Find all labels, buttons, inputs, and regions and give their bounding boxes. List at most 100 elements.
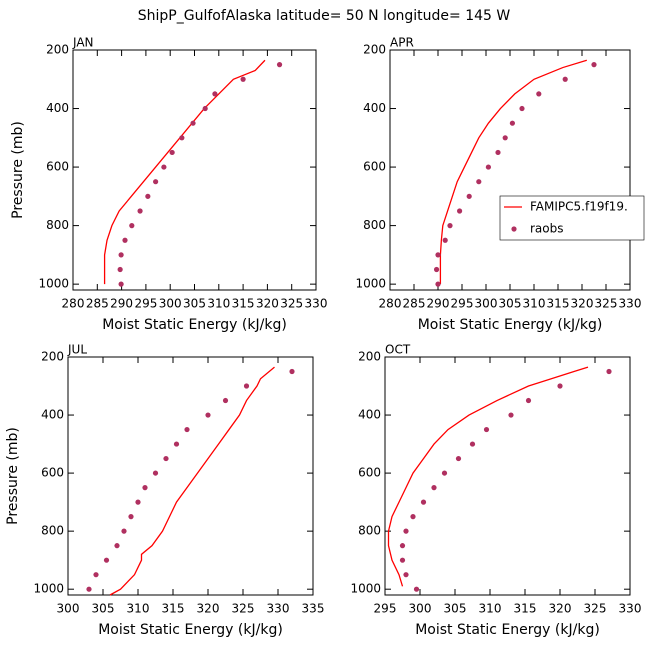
y-tick-label: 200: [363, 43, 386, 57]
raobs-point: [103, 557, 110, 563]
raobs-point: [117, 266, 123, 273]
raobs-point: [433, 266, 440, 273]
raobs-point: [202, 105, 208, 112]
x-tick-label: 330: [619, 297, 642, 311]
raobs-point: [163, 455, 169, 462]
plot-frame: [72, 49, 317, 291]
x-tick-label: 305: [444, 602, 467, 616]
raobs-point: [205, 412, 211, 418]
y-tick-label: 600: [363, 160, 386, 174]
raobs-point: [289, 368, 295, 375]
raobs-point: [135, 499, 141, 505]
x-tick-label: 300: [159, 297, 182, 311]
x-tick-label: 295: [451, 297, 474, 311]
legend-marker: [511, 226, 517, 232]
raobs-point: [161, 164, 167, 170]
x-tick-label: 285: [403, 297, 426, 311]
model-line: [103, 59, 266, 285]
legend-box: [499, 195, 645, 241]
x-tick-label: 300: [409, 602, 432, 616]
raobs-point: [190, 120, 196, 126]
raobs-point: [243, 383, 250, 389]
x-tick-label: 320: [549, 602, 572, 616]
x-axis-label: Moist Static Energy (kJ/kg): [102, 317, 287, 333]
raobs-point: [129, 223, 135, 229]
raobs-point: [121, 528, 127, 534]
raobs-point: [536, 91, 542, 97]
x-tick-label: 320: [197, 602, 220, 616]
raobs-point: [519, 105, 525, 112]
x-tick-label: 280: [62, 297, 85, 311]
x-tick-label: 300: [57, 602, 80, 616]
x-tick-label: 315: [232, 297, 255, 311]
x-tick-label: 300: [475, 297, 498, 311]
raobs-point: [455, 455, 462, 462]
raobs-point: [184, 426, 190, 433]
raobs-point: [403, 528, 409, 534]
x-tick-label: 310: [523, 297, 546, 311]
raobs-point: [240, 76, 246, 82]
y-axis-label: Pressure (mb): [5, 427, 21, 525]
y-tick-label: 800: [363, 218, 386, 232]
x-tick-label: 330: [619, 602, 642, 616]
panel-title: JUL: [67, 343, 87, 357]
raobs-point: [591, 62, 597, 68]
y-tick-label: 400: [41, 408, 64, 422]
x-tick-label: 320: [571, 297, 594, 311]
y-tick-label: 600: [41, 466, 64, 480]
panel-title: APR: [390, 36, 414, 50]
panel-title: JAN: [72, 36, 94, 50]
raobs-point: [509, 120, 515, 126]
raobs-point: [118, 252, 124, 258]
x-axis-label: Moist Static Energy (kJ/kg): [415, 622, 600, 638]
y-tick-label: 1000: [38, 277, 69, 291]
x-tick-label: 325: [280, 297, 303, 311]
y-tick-label: 1000: [33, 582, 64, 596]
x-tick-label: 280: [379, 297, 402, 311]
x-tick-label: 330: [305, 297, 328, 311]
raobs-point: [179, 135, 185, 141]
y-axis-label: Pressure (mb): [10, 121, 26, 219]
x-tick-label: 335: [302, 602, 325, 616]
x-tick-label: 325: [584, 602, 607, 616]
raobs-point: [122, 237, 128, 243]
raobs-point: [93, 572, 99, 578]
y-tick-label: 600: [46, 160, 69, 174]
plot-frame: [389, 49, 631, 291]
raobs-point: [562, 76, 568, 82]
x-tick-label: 290: [427, 297, 450, 311]
x-tick-label: 305: [183, 297, 206, 311]
x-tick-label: 325: [595, 297, 618, 311]
x-tick-label: 295: [134, 297, 157, 311]
y-tick-label: 400: [358, 408, 381, 422]
y-tick-label: 200: [358, 350, 381, 364]
raobs-point: [399, 557, 406, 563]
raobs-point: [525, 397, 532, 404]
x-tick-label: 290: [110, 297, 133, 311]
raobs-point: [420, 499, 427, 505]
y-tick-label: 200: [46, 43, 69, 57]
y-tick-label: 800: [358, 524, 381, 538]
model-line: [387, 366, 589, 587]
raobs-point: [606, 368, 612, 375]
raobs-point: [413, 586, 420, 592]
raobs-point: [447, 223, 453, 229]
y-tick-label: 1000: [350, 582, 381, 596]
x-tick-label: 330: [267, 602, 290, 616]
raobs-point: [86, 586, 92, 592]
raobs-point: [222, 397, 229, 404]
x-tick-label: 315: [162, 602, 185, 616]
x-tick-label: 295: [374, 602, 397, 616]
raobs-point: [435, 252, 441, 258]
raobs-point: [469, 441, 476, 447]
raobs-point: [457, 208, 463, 214]
x-tick-label: 310: [127, 602, 150, 616]
raobs-point: [137, 208, 143, 214]
raobs-point: [212, 91, 218, 97]
model-line: [439, 59, 587, 285]
plot-frame: [384, 356, 631, 596]
raobs-point: [399, 543, 406, 549]
legend-label: FAMIPC5.f19f19.: [530, 200, 628, 214]
raobs-point: [128, 514, 134, 520]
